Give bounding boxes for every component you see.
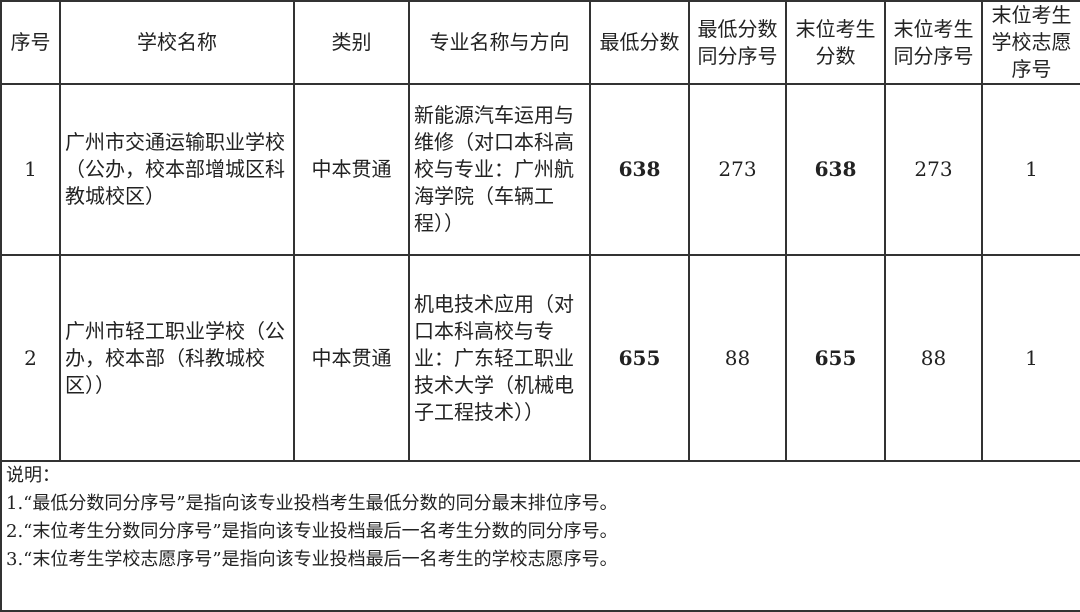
cell-category: 中本贯通 bbox=[293, 254, 410, 462]
cell-min-rank: 273 bbox=[688, 83, 787, 256]
cell-category: 中本贯通 bbox=[293, 83, 410, 256]
header-min-score: 最低分数 bbox=[589, 0, 690, 85]
notes-title: 说明： bbox=[6, 465, 60, 486]
cell-min-score: 655 bbox=[589, 254, 690, 462]
notes-cell: 说明： 1.“最低分数同分序号”是指向该专业投档考生最低分数的同分最末排位序号。… bbox=[0, 460, 1080, 612]
header-last-pref: 末位考生学校志愿序号 bbox=[981, 0, 1080, 85]
cell-last-score: 655 bbox=[785, 254, 886, 462]
header-min-rank: 最低分数同分序号 bbox=[688, 0, 787, 85]
header-category: 类别 bbox=[293, 0, 410, 85]
cell-major: 新能源汽车运用与维修（对口本科高校与专业：广州航海学院（车辆工程）） bbox=[408, 83, 591, 256]
cell-major: 机电技术应用（对口本科高校与专业：广东轻工职业技术大学（机械电子工程技术）） bbox=[408, 254, 591, 462]
table-row: 1 广州市交通运输职业学校（公办，校本部增城区科教城校区） 中本贯通 新能源汽车… bbox=[0, 83, 1080, 256]
cell-min-score: 638 bbox=[589, 83, 690, 256]
header-row: 序号 学校名称 类别 专业名称与方向 最低分数 最低分数同分序号 末位考生分数 … bbox=[0, 0, 1080, 85]
cell-no: 2 bbox=[0, 254, 61, 462]
header-no: 序号 bbox=[0, 0, 61, 85]
cell-last-pref: 1 bbox=[981, 254, 1080, 462]
header-last-score: 末位考生分数 bbox=[785, 0, 886, 85]
header-major: 专业名称与方向 bbox=[408, 0, 591, 85]
table-row: 2 广州市轻工职业学校（公办，校本部（科教城校区）） 中本贯通 机电技术应用（对… bbox=[0, 254, 1080, 462]
cell-last-pref: 1 bbox=[981, 83, 1080, 256]
notes-row: 说明： 1.“最低分数同分序号”是指向该专业投档考生最低分数的同分最末排位序号。… bbox=[0, 460, 1080, 612]
cell-school: 广州市轻工职业学校（公办，校本部（科教城校区）） bbox=[59, 254, 295, 462]
cell-last-score: 638 bbox=[785, 83, 886, 256]
note-item: 1.“最低分数同分序号”是指向该专业投档考生最低分数的同分最末排位序号。 bbox=[6, 493, 618, 514]
note-item: 3.“末位考生学校志愿序号”是指向该专业投档最后一名考生的学校志愿序号。 bbox=[6, 549, 618, 570]
note-item: 2.“末位考生分数同分序号”是指向该专业投档最后一名考生分数的同分序号。 bbox=[6, 521, 618, 542]
cell-min-rank: 88 bbox=[688, 254, 787, 462]
cell-no: 1 bbox=[0, 83, 61, 256]
cell-last-rank: 88 bbox=[884, 254, 983, 462]
header-school: 学校名称 bbox=[59, 0, 295, 85]
header-last-rank: 末位考生同分序号 bbox=[884, 0, 983, 85]
cell-school: 广州市交通运输职业学校（公办，校本部增城区科教城校区） bbox=[59, 83, 295, 256]
cell-last-rank: 273 bbox=[884, 83, 983, 256]
